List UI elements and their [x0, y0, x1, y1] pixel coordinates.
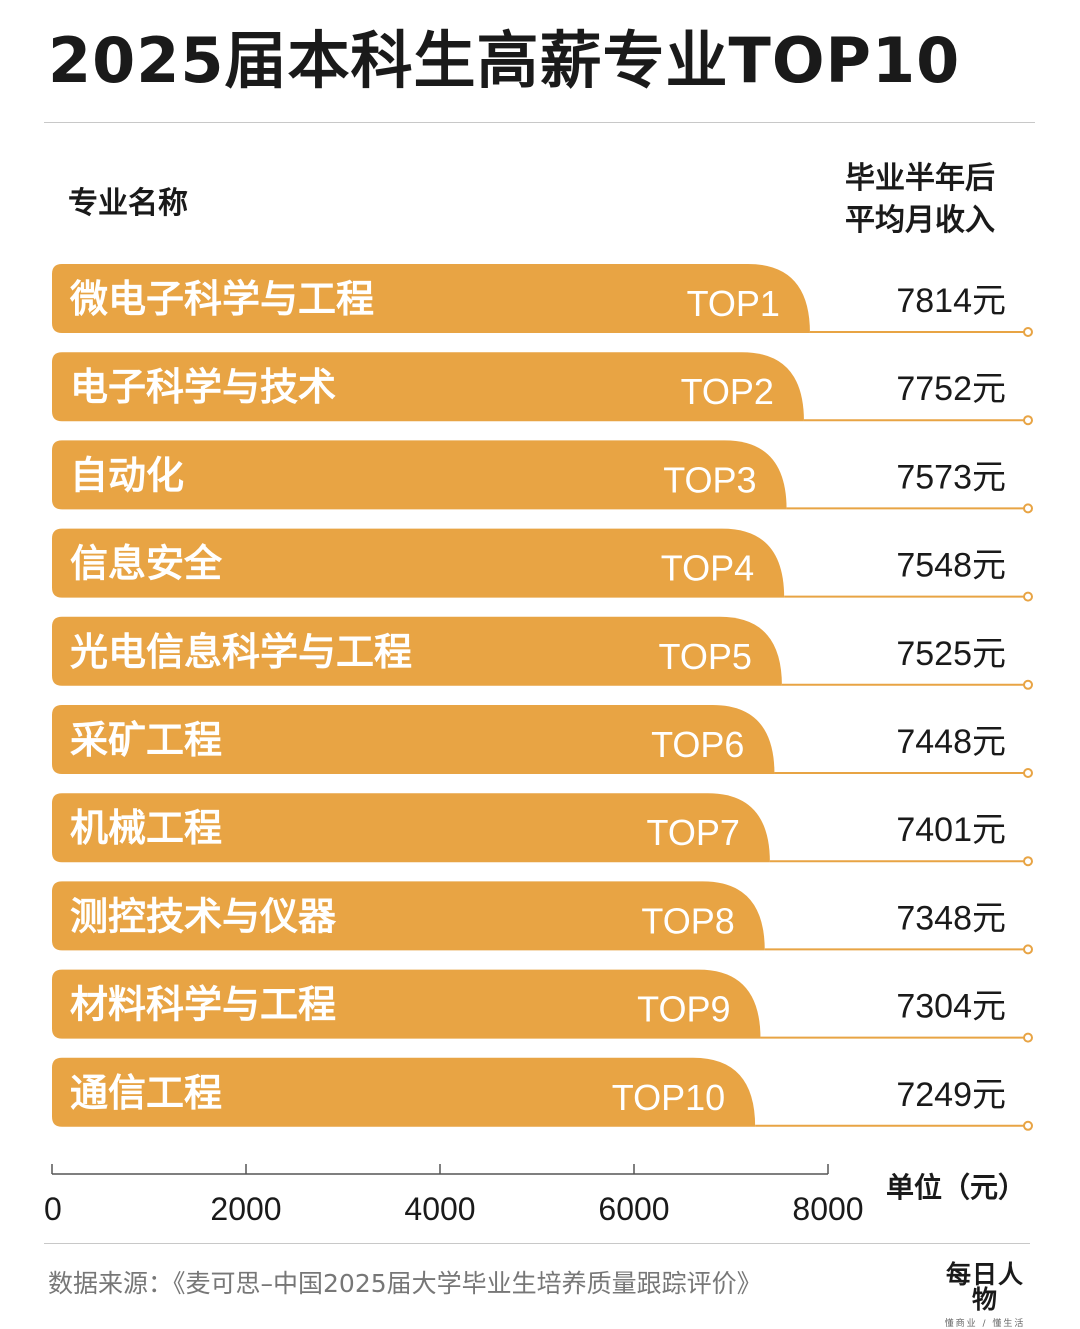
bar: [52, 705, 775, 774]
rank-label: TOP1: [687, 283, 780, 324]
value-label: 7573元: [896, 458, 1006, 496]
data-source: 数据来源：《麦可思–中国2025届大学毕业生培养质量跟踪评价》: [48, 1269, 762, 1298]
bar: [52, 616, 782, 686]
value-label: 7752元: [896, 370, 1006, 408]
bar-category-label: 采矿工程: [70, 718, 222, 762]
value-label: 7249元: [896, 1076, 1006, 1114]
bar-category-label: 测控技术与仪器: [70, 894, 337, 938]
bar: [52, 1057, 756, 1127]
bar: [52, 440, 787, 510]
logo-wordmark: 每日人物: [945, 1260, 1024, 1314]
leader-end-marker: [1023, 327, 1033, 337]
bar: [52, 793, 770, 863]
leader-end-marker: [1023, 415, 1033, 426]
bar: [52, 352, 804, 422]
bar-category-label: 材料科学与工程: [70, 983, 336, 1027]
bar: [52, 881, 765, 951]
footer-divider: [44, 1243, 1030, 1244]
value-label: 7548元: [896, 547, 1006, 585]
rank-label: TOP6: [651, 724, 744, 765]
bar-category-label: 电子科学与技术: [70, 365, 336, 409]
leader-end-marker: [1023, 1120, 1033, 1131]
title-divider: [44, 122, 1035, 123]
x-tick-label: 2000: [210, 1191, 281, 1227]
income-header-line2: 平均月收入: [845, 203, 995, 238]
bar: [52, 969, 761, 1039]
major-name-header: 专业名称: [68, 186, 188, 221]
leader-end-marker: [1023, 944, 1033, 955]
bar: [52, 528, 785, 598]
bar-category-label: 信息安全: [70, 542, 223, 586]
leader-end-marker: [1023, 679, 1033, 690]
chart-title: 2025届本科生高薪专业TOP10: [48, 24, 961, 97]
x-tick-label: 8000: [792, 1191, 863, 1227]
bar: [52, 264, 810, 333]
bar-category-label: 微电子科学与工程: [69, 277, 374, 321]
x-tick-label: 4000: [404, 1191, 475, 1227]
value-label: 7401元: [896, 811, 1006, 849]
x-tick-label: 0: [44, 1191, 62, 1227]
value-label: 7348元: [896, 899, 1006, 937]
rank-label: TOP7: [647, 812, 740, 853]
income-header-line1: 毕业半年后: [845, 161, 995, 196]
bar-category-label: 自动化: [70, 453, 184, 497]
value-label: 7525元: [896, 635, 1006, 673]
logo-tagline: 懂商业 / 懂生活: [944, 1319, 1026, 1329]
leader-end-marker: [1023, 856, 1033, 867]
brand-logo: 每日人物 懂商业 / 懂生活: [935, 1262, 1035, 1329]
rank-label: TOP3: [663, 459, 756, 500]
leader-end-marker: [1023, 1032, 1033, 1043]
rank-label: TOP5: [659, 636, 752, 677]
bar-category-label: 机械工程: [70, 806, 222, 850]
axis-unit-label: 单位（元）: [886, 1171, 1027, 1204]
bar-category-label: 通信工程: [70, 1071, 222, 1115]
leader-end-marker: [1023, 768, 1033, 778]
value-label: 7814元: [896, 282, 1006, 320]
x-tick-label: 6000: [598, 1191, 669, 1227]
value-label: 7304元: [896, 988, 1006, 1026]
rank-label: TOP2: [681, 371, 774, 412]
rank-label: TOP9: [637, 989, 730, 1030]
rank-label: TOP4: [661, 548, 754, 589]
rank-label: TOP10: [612, 1077, 725, 1118]
leader-end-marker: [1023, 503, 1033, 514]
rank-label: TOP8: [641, 900, 734, 941]
value-label: 7448元: [896, 723, 1006, 761]
income-header: 毕业半年后 平均月收入: [845, 158, 995, 242]
leader-end-marker: [1023, 591, 1033, 602]
bar-category-label: 光电信息科学与工程: [70, 630, 412, 674]
